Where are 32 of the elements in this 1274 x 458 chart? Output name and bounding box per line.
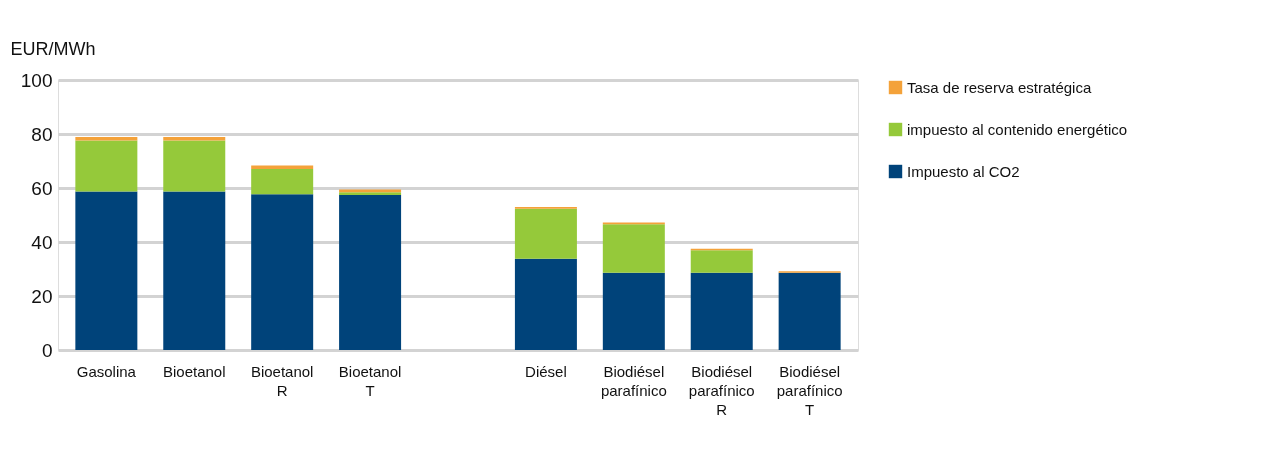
bar <box>75 140 138 192</box>
bar <box>251 169 314 195</box>
x-tick-label: Gasolina <box>76 362 137 380</box>
bar <box>514 208 577 259</box>
x-tick-label: Bioetanol T <box>338 362 402 399</box>
legend-label: Impuesto al CO2 <box>907 162 1020 180</box>
x-tick-label: Bioetanol R <box>250 362 314 399</box>
x-tick-label: Bioetanol <box>162 362 226 380</box>
legend-label: Tasa de reserva estratégica <box>907 78 1092 96</box>
bar <box>778 272 841 350</box>
y-tick-label: 80 <box>31 123 53 145</box>
y-tick-label: 40 <box>31 231 53 253</box>
bar <box>251 194 314 350</box>
bar <box>163 140 226 192</box>
x-tick-label: Biodiésel parafínico R <box>688 362 755 418</box>
bar <box>690 272 753 350</box>
bar <box>75 191 138 350</box>
bar <box>602 224 665 273</box>
x-tick-label: Diésel <box>525 362 567 380</box>
y-axis-title: EUR/MWh <box>10 38 96 59</box>
x-tick-label: Biodiésel parafínico <box>600 362 667 399</box>
bar <box>690 250 753 273</box>
y-tick-label: 20 <box>31 285 53 307</box>
y-tick-label: 100 <box>20 69 53 91</box>
y-tick-label: 0 <box>41 339 53 361</box>
bar <box>163 191 226 350</box>
x-tick-label: Biodiésel parafínico T <box>776 362 843 418</box>
bar <box>514 258 577 350</box>
bar <box>339 195 402 350</box>
bar <box>602 272 665 350</box>
y-tick-label: 60 <box>31 177 53 199</box>
legend-label: impuesto al contenido energético <box>907 120 1128 138</box>
